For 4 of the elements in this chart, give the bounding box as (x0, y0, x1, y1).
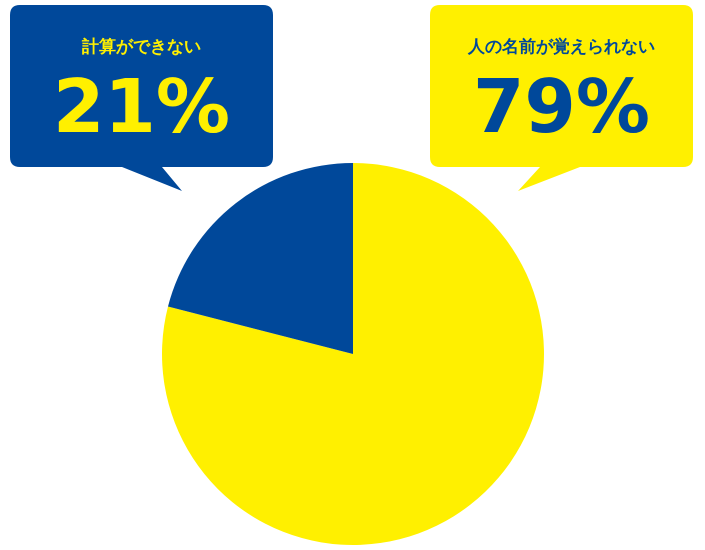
slice-label: 人の名前が覚えられない (467, 37, 655, 57)
data-label: 79% (472, 64, 650, 150)
data-label: 21% (52, 64, 230, 150)
slice-label: 計算ができない (81, 37, 201, 57)
